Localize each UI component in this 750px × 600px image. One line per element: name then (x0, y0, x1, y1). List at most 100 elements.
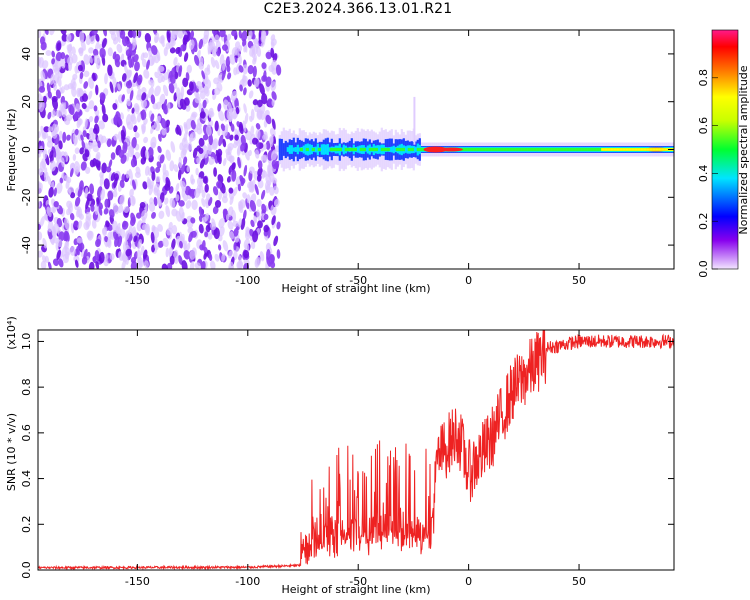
noise-cell (229, 195, 234, 206)
noise-cell (195, 92, 200, 100)
noise-cell (59, 177, 63, 184)
noise-cell (68, 104, 75, 116)
noise-cell (263, 213, 269, 221)
noise-cell (221, 44, 229, 51)
noise-cell (77, 220, 83, 230)
noise-cell (259, 83, 265, 95)
noise-cell (107, 190, 114, 201)
noise-cell (125, 80, 133, 89)
noise-cell (53, 187, 57, 197)
carrier-core-cell (290, 145, 293, 154)
colorbar-tick-label: 0.8 (697, 69, 710, 87)
noise-cell (212, 186, 219, 196)
noise-cell (60, 95, 66, 105)
carrier-core-cell (378, 145, 381, 154)
noise-cell (157, 223, 163, 232)
carrier-core-cell (342, 144, 345, 155)
noise-cell (148, 79, 154, 86)
noise-cell (123, 206, 130, 213)
carrier-peak-cell (416, 147, 420, 152)
noise-cell (104, 73, 108, 85)
noise-cell (153, 241, 159, 251)
noise-cell (268, 64, 275, 73)
noise-cell (85, 166, 91, 174)
noise-cell (132, 30, 137, 39)
carrier-peak-cell (509, 147, 513, 152)
noise-cell (207, 119, 214, 128)
noise-cell (186, 64, 193, 74)
noise-cell (273, 185, 279, 195)
noise-cell (237, 146, 241, 155)
noise-cell (179, 98, 187, 110)
noise-cell (77, 186, 83, 198)
noise-cell (198, 206, 204, 218)
noise-cell (222, 158, 227, 167)
noise-cell (214, 120, 219, 132)
noise-cell (253, 77, 260, 88)
noise-cell (99, 47, 106, 59)
noise-cell (227, 72, 232, 80)
noise-cell (180, 180, 187, 192)
noise-cell (141, 92, 147, 101)
noise-cell (228, 250, 233, 259)
noise-cell (39, 160, 46, 172)
noise-cell (131, 179, 137, 190)
spectrogram-y-ticks: -40 -20 0 20 40 (20, 47, 674, 254)
noise-cell (141, 224, 148, 231)
carrier-peak-cell (572, 147, 576, 152)
carrier-peak-cell (350, 147, 354, 152)
noise-cell (186, 142, 193, 151)
noise-cell (66, 134, 71, 141)
noise-cell (198, 147, 204, 154)
noise-cell (223, 128, 228, 137)
noise-cell (201, 240, 206, 251)
colorbar-tick-label: 0.6 (697, 117, 710, 135)
noise-cell (136, 94, 142, 101)
noise-cell (95, 41, 100, 52)
noise-cell (139, 202, 146, 209)
carrier-peak-cell (344, 147, 348, 152)
noise-cell (74, 196, 81, 207)
noise-cell (100, 135, 107, 144)
noise-cell (194, 188, 201, 198)
noise-cell (134, 132, 140, 139)
noise-cell (226, 108, 233, 121)
noise-cell (183, 240, 188, 250)
carrier-peak-cell (655, 148, 659, 151)
noise-cell (211, 30, 218, 36)
noise-cell (255, 123, 261, 130)
noise-cell (262, 134, 268, 141)
noise-cell (190, 113, 196, 123)
carrier-peak-cell (491, 147, 495, 152)
noise-cell (261, 154, 268, 161)
noise-cell (175, 182, 180, 192)
noise-cell (126, 87, 131, 95)
noise-cell (250, 125, 255, 137)
noise-cell (252, 65, 257, 78)
noise-cell (60, 57, 66, 69)
noise-cell (214, 200, 222, 208)
noise-cell (146, 59, 150, 70)
noise-cell (250, 219, 255, 228)
noise-cell (265, 51, 272, 60)
noise-cell (175, 46, 181, 55)
carrier-peak-cell (374, 147, 378, 152)
noise-cell (107, 47, 113, 57)
carrier-peak-cell (536, 147, 540, 152)
carrier-peak-cell (518, 147, 522, 152)
noise-cell (101, 38, 107, 49)
snr-xlabel: Height of straight line (km) (281, 583, 430, 596)
noise-cell (210, 41, 216, 49)
noise-cell (265, 114, 272, 125)
noise-cell (180, 44, 187, 52)
carrier-peak-cell (569, 147, 573, 152)
noise-cell (79, 30, 85, 43)
noise-cell (158, 65, 165, 73)
noise-cell (269, 260, 276, 269)
noise-cell (240, 142, 246, 152)
noise-cell (171, 238, 176, 250)
noise-cell (130, 216, 136, 227)
noise-cell (189, 133, 194, 143)
noise-cell (237, 45, 243, 52)
noise-cell (135, 212, 142, 219)
